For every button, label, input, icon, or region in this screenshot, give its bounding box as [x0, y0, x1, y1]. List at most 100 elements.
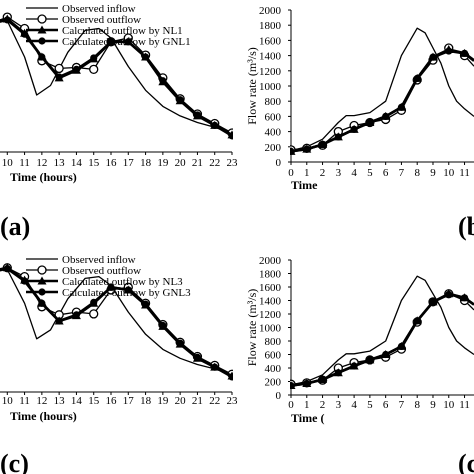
series-line-calculated-outflow-by-gnl3 [290, 293, 474, 387]
y-axis-title: Flow rate (m³/s) [245, 289, 259, 367]
legend-swatch-marker [37, 25, 47, 34]
x-tick-label: 12 [36, 157, 47, 169]
x-axis-title: Time (hours) [10, 170, 77, 184]
legend-label: Calculated outflow by NL3 [62, 276, 183, 288]
y-tick-label: 400 [265, 127, 282, 139]
data-point-marker [89, 64, 99, 74]
data-point-marker [382, 350, 390, 359]
data-point-marker [141, 53, 150, 61]
x-tick-label: 16 [106, 395, 118, 407]
y-tick-label: 800 [265, 336, 282, 348]
series-line-observed-outflow [290, 47, 474, 151]
x-axis-title: Time (hours) [10, 409, 77, 423]
legend-label: Observed inflow [62, 3, 136, 15]
legend-swatch-marker [38, 37, 46, 45]
data-point-marker [334, 133, 342, 141]
x-tick-label: 14 [71, 157, 83, 169]
data-point-marker [413, 317, 421, 325]
panel-b: 0 1 2 3 4 5 6 7 8 9 10 1102004006008001000120014001… [245, 5, 474, 241]
data-point-marker [72, 65, 81, 73]
data-point-marker [124, 38, 132, 46]
x-tick-label: 23 [227, 395, 239, 407]
y-tick-label: 1000 [259, 323, 282, 335]
y-tick-label: 1600 [259, 282, 282, 294]
x-tick-label: 20 [175, 395, 187, 407]
y-tick-label: 1000 [259, 81, 282, 93]
x-tick-label: 19 [157, 157, 169, 169]
legend-label: Observed outflow [62, 14, 141, 26]
data-point-marker [55, 73, 63, 81]
x-tick-label: 21 [192, 157, 203, 169]
data-point-marker [3, 265, 11, 273]
x-tick-label: 9 [430, 399, 436, 411]
x-tick-label: 0 [288, 399, 294, 411]
y-tick-label: 2000 [259, 5, 282, 17]
x-tick-label: 15 [88, 157, 100, 169]
x-tick-label: 2 [320, 167, 326, 179]
legend-swatch-marker [37, 276, 47, 285]
x-tick-label: 1 [304, 167, 310, 179]
y-tick-label: 200 [265, 142, 282, 154]
panel-a: 10 11 12 13 14 15 16 17 18 19 20 21 22 23 Time (hours)… [0, 3, 238, 241]
series-group [0, 12, 233, 140]
data-point-marker [382, 112, 390, 120]
legend-label: Observed inflow [62, 254, 136, 266]
panel-label: (b [458, 212, 474, 241]
series-group [290, 27, 474, 155]
x-tick-label: 15 [88, 395, 100, 407]
x-tick-label: 11 [459, 399, 470, 411]
series-line-calculated-outflow-by-gnl1 [290, 49, 474, 153]
data-point-marker [211, 363, 219, 371]
panel-label: (c [458, 449, 474, 474]
data-point-marker [366, 118, 374, 127]
series-line-observed-inflow [290, 275, 474, 386]
x-tick-label: 17 [123, 395, 135, 407]
x-tick-label: 18 [140, 395, 152, 407]
data-point-marker [159, 77, 167, 85]
x-tick-label: 21 [192, 395, 203, 407]
y-tick-label: 200 [265, 377, 282, 389]
legend-swatch-marker [38, 288, 46, 296]
data-point-marker [38, 53, 46, 61]
y-tick-label: 1800 [259, 269, 282, 281]
y-tick-label: 600 [265, 350, 282, 362]
data-point-marker [211, 121, 219, 129]
x-tick-label: 17 [123, 157, 135, 169]
x-tick-label: 11 [19, 395, 30, 407]
data-point-marker [413, 74, 421, 82]
panel-label: (c) [0, 449, 29, 474]
y-tick-label: 1400 [259, 51, 282, 63]
panel-d: 0 1 2 3 4 5 6 7 8 9 10 1102004006008001000120014001… [245, 255, 474, 474]
data-point-marker [334, 369, 342, 377]
y-tick-label: 1200 [259, 66, 282, 78]
data-point-marker [290, 381, 295, 390]
x-tick-label: 6 [383, 167, 389, 179]
data-point-marker [366, 356, 374, 364]
series-line-calculated-outflow-by-nl1 [290, 48, 474, 153]
data-point-marker [228, 373, 233, 381]
legend-label: Observed outflow [62, 265, 141, 277]
data-point-marker [90, 298, 98, 306]
x-tick-label: 22 [209, 157, 220, 169]
x-tick-label: 8 [414, 167, 420, 179]
data-point-marker [176, 339, 184, 347]
x-tick-label: 22 [209, 395, 220, 407]
data-point-marker [460, 294, 469, 302]
series-line-observed-inflow [0, 268, 233, 375]
x-tick-label: 7 [399, 399, 405, 411]
x-tick-label: 10 [2, 395, 14, 407]
data-point-marker [107, 283, 115, 291]
x-tick-label: 3 [336, 399, 342, 411]
data-point-marker [3, 16, 11, 24]
x-tick-label: 2 [320, 399, 326, 411]
x-tick-label: 19 [157, 395, 169, 407]
series-line-observed-outflow [290, 293, 474, 385]
series-group [290, 275, 474, 390]
data-point-marker [20, 30, 29, 38]
series-group [0, 263, 233, 381]
y-axis-title: Flow rate (m³/s) [245, 47, 259, 125]
y-tick-label: 400 [265, 363, 282, 375]
data-point-marker [55, 317, 63, 325]
